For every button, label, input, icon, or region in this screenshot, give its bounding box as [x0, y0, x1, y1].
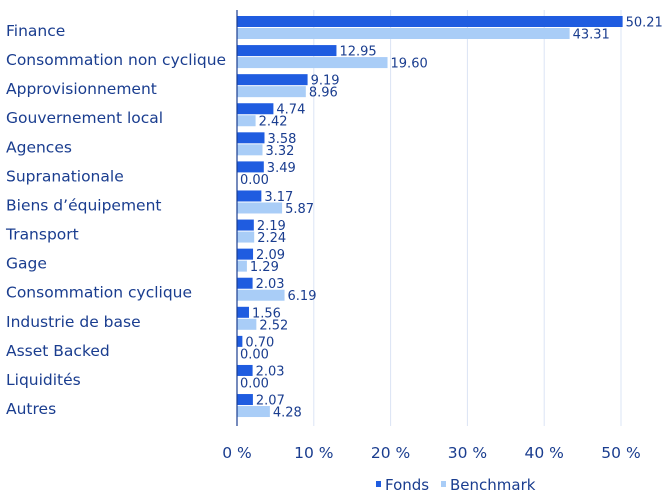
category-label: Finance	[6, 22, 65, 40]
bar-fonds	[237, 45, 337, 57]
value-label-benchmark: 0.00	[240, 173, 269, 188]
value-label-benchmark: 5.87	[285, 202, 314, 217]
category-label: Consommation cyclique	[6, 284, 192, 302]
category-label: Agences	[6, 138, 72, 156]
value-label-fonds: 0.70	[245, 335, 274, 350]
bar-fonds	[237, 248, 254, 260]
value-label-fonds: 2.07	[256, 394, 285, 409]
value-label-fonds: 3.17	[264, 190, 293, 205]
value-label-fonds: 2.19	[257, 219, 286, 234]
bar-benchmark	[237, 289, 285, 301]
bar-fonds	[237, 74, 308, 86]
category-label: Biens d’équipement	[6, 196, 161, 214]
bar-fonds	[237, 394, 253, 406]
value-label-benchmark: 0.00	[240, 376, 269, 391]
bar-fonds	[237, 306, 249, 318]
category-label: Approvisionnement	[6, 80, 157, 98]
legend: Fonds Benchmark	[376, 476, 536, 494]
grid-lines	[313, 10, 622, 426]
bar-benchmark	[237, 57, 388, 69]
legend-label-fonds: Fonds	[385, 476, 429, 494]
bars	[237, 16, 623, 418]
bar-fonds	[237, 335, 243, 347]
category-label: Gouvernement local	[6, 109, 163, 127]
value-label-fonds: 12.95	[339, 45, 376, 60]
x-tick-labels: 0 % 10 % 20 % 30 % 40 % 50 %	[222, 444, 640, 462]
bar-benchmark	[237, 202, 283, 214]
value-label-fonds: 2.09	[256, 248, 285, 263]
value-label-fonds: 50.21	[626, 16, 663, 31]
bar-fonds	[237, 16, 623, 27]
value-label-fonds: 9.19	[311, 74, 340, 89]
category-label: Industrie de base	[6, 313, 141, 331]
value-label-benchmark: 8.96	[309, 86, 338, 101]
x-tick-label: 30 %	[448, 444, 487, 462]
category-label: Asset Backed	[6, 342, 110, 360]
category-label: Transport	[5, 226, 79, 244]
value-label-fonds: 3.49	[267, 161, 296, 176]
value-label-fonds: 3.58	[267, 132, 296, 147]
value-label-fonds: 4.74	[276, 103, 305, 118]
bar-fonds	[237, 364, 253, 376]
x-tick-label: 10 %	[294, 444, 333, 462]
x-tick-label: 40 %	[525, 444, 564, 462]
bar-fonds	[237, 103, 274, 115]
value-label-fonds: 2.03	[256, 277, 285, 292]
bar-fonds	[237, 132, 265, 144]
value-label-benchmark: 2.42	[259, 115, 288, 130]
category-label: Consommation non cyclique	[6, 51, 226, 69]
bar-fonds	[237, 219, 254, 231]
bar-benchmark	[237, 144, 263, 156]
bar-fonds	[237, 161, 264, 173]
bar-fonds	[237, 190, 262, 202]
value-label-benchmark: 3.32	[265, 144, 294, 159]
category-label: Liquidités	[6, 371, 81, 389]
value-label-benchmark: 43.31	[573, 28, 610, 43]
bar-benchmark	[237, 318, 257, 330]
category-label: Supranationale	[6, 167, 124, 185]
x-tick-label: 0 %	[222, 444, 252, 462]
value-label-benchmark: 0.00	[240, 347, 269, 362]
legend-label-benchmark: Benchmark	[450, 476, 536, 494]
bar-benchmark	[237, 28, 570, 39]
bar-benchmark	[237, 231, 255, 243]
bar-benchmark	[237, 260, 247, 272]
x-tick-label: 50 %	[601, 444, 640, 462]
value-label-benchmark: 6.19	[288, 289, 317, 304]
bar-fonds	[237, 277, 253, 289]
value-label-benchmark: 2.52	[259, 318, 288, 333]
legend-swatch-fonds	[376, 481, 381, 487]
value-label-fonds: 1.56	[252, 306, 281, 321]
value-labels: 50.21 43.31 12.95 19.60 9.198.96 4.742.42 3.58…	[240, 16, 663, 421]
value-label-benchmark: 1.29	[250, 260, 279, 275]
bar-benchmark	[237, 86, 306, 98]
bar-benchmark	[237, 406, 270, 418]
category-label: Autres	[6, 400, 56, 418]
value-label-benchmark: 19.60	[391, 57, 428, 72]
legend-swatch-benchmark	[441, 481, 446, 487]
value-label-benchmark: 4.28	[273, 406, 302, 421]
category-labels: Finance Consommation non cyclique Approvis…	[5, 22, 226, 418]
bar-benchmark	[237, 115, 256, 127]
value-label-fonds: 2.03	[256, 364, 285, 379]
value-label-benchmark: 2.24	[257, 231, 286, 246]
category-label: Gage	[6, 255, 47, 273]
x-tick-label: 20 %	[371, 444, 410, 462]
